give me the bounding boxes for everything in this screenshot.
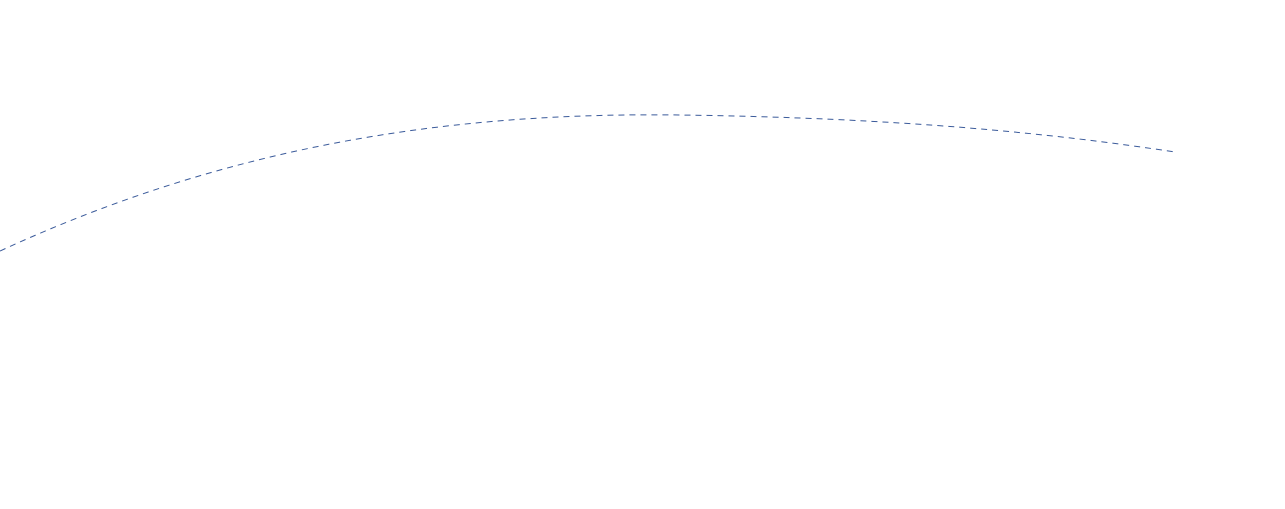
dashed-arc-curve xyxy=(0,114,1176,252)
